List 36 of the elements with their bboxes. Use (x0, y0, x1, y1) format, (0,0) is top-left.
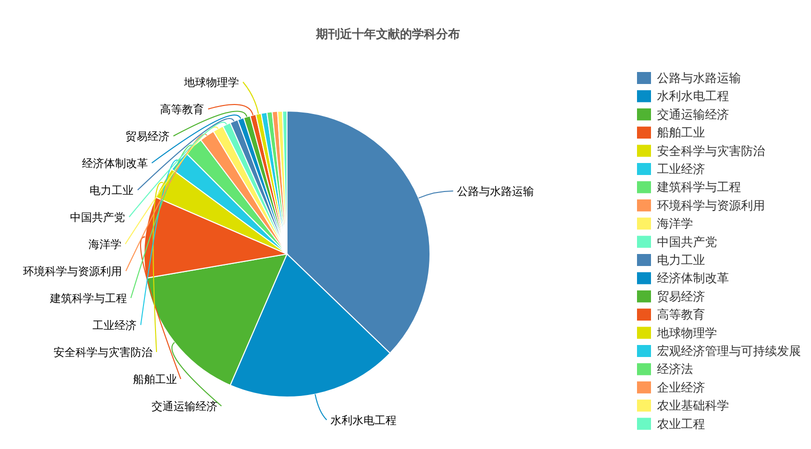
slice-label: 交通运输经济 (151, 400, 218, 413)
chart-title: 期刊近十年文献的学科分布 (315, 27, 460, 41)
legend-label: 贸易经济 (657, 289, 705, 304)
legend-label: 船舶工业 (657, 126, 705, 140)
legend-label: 经济法 (657, 362, 693, 376)
slice-label: 安全科学与灾害防治 (54, 346, 153, 359)
slice-label: 海洋学 (88, 238, 122, 251)
legend-label: 安全科学与灾害防治 (657, 144, 765, 158)
legend-label: 中国共产党 (657, 234, 717, 249)
legend-label: 水利水电工程 (657, 89, 729, 104)
slice-label: 建筑科学与工程 (48, 292, 127, 305)
slice-label: 水利水电工程 (330, 414, 397, 427)
slice-label: 地球物理学 (183, 76, 239, 89)
legend-label: 建筑科学与工程 (656, 180, 741, 194)
legend-label: 地球物理学 (656, 326, 717, 340)
legend-label: 农业基础科学 (657, 398, 729, 413)
slice-label: 中国共产党 (70, 211, 126, 224)
legend-label: 经济体制改革 (657, 271, 729, 286)
slice-label: 船舶工业 (132, 373, 177, 386)
slice-label: 公路与水路运输 (457, 184, 534, 198)
slice-label: 贸易经济 (125, 130, 170, 143)
slice-label: 高等教育 (160, 103, 204, 116)
legend-label: 工业经济 (657, 162, 705, 176)
legend-label: 企业经济 (657, 380, 705, 394)
slice-label: 经济体制改革 (82, 157, 148, 170)
legend-label: 宏观经济管理与可持续发展 (657, 344, 801, 358)
legend-label: 交通运输经济 (657, 107, 729, 122)
slice-label: 电力工业 (90, 184, 134, 197)
legend-label: 海洋学 (657, 216, 693, 231)
legend-label: 公路与水路运输 (657, 71, 741, 85)
slice-label: 工业经济 (92, 319, 137, 332)
slice-label: 环境科学与资源利用 (22, 265, 122, 278)
legend-label: 农业工程 (657, 416, 705, 431)
legend-label: 电力工业 (657, 253, 705, 267)
legend-label: 高等教育 (657, 308, 705, 322)
legend-label: 环境科学与资源利用 (657, 198, 765, 212)
